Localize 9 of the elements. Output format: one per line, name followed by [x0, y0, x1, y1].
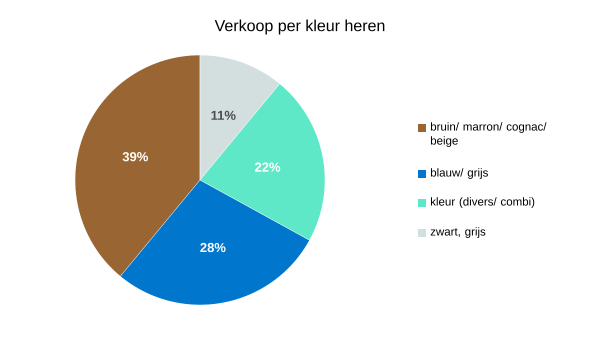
legend-label: blauw/ grijs: [430, 168, 488, 179]
legend-label: zwart, grijs: [430, 227, 486, 238]
data-label: 28%: [200, 242, 226, 252]
data-label: 39%: [122, 152, 148, 162]
chart-title: Verkoop per kleur heren: [214, 20, 384, 34]
legend-label: kleur (divers/ combi): [430, 197, 534, 208]
data-label: 22%: [254, 162, 280, 172]
data-label: 11%: [211, 110, 236, 120]
legend-label: bruin/ marron/ cognac/ beige: [430, 122, 547, 147]
